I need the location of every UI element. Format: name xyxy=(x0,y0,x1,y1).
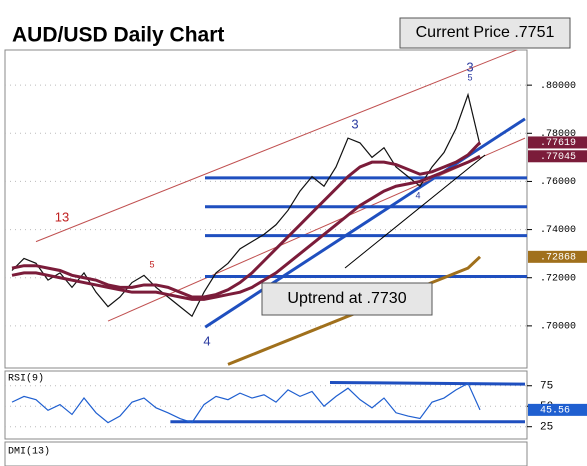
price-box xyxy=(399,17,571,49)
y-tick-label: 25 xyxy=(540,422,553,434)
value-label: .72868 xyxy=(540,252,576,263)
arrow xyxy=(344,154,486,269)
value-label-box xyxy=(528,150,587,163)
y-tick-label: 75 xyxy=(540,381,553,393)
wave-label: 3 xyxy=(351,116,358,131)
wave-label: 13 xyxy=(55,209,69,224)
value-label: 45.56 xyxy=(540,406,570,417)
y-tick-label: .80000 xyxy=(540,81,576,92)
rsi-panel xyxy=(4,370,528,440)
dmi-title: DMI(13) xyxy=(8,446,50,458)
rsi-title: RSI(9) xyxy=(8,373,44,385)
y-tick-label: .76000 xyxy=(540,177,576,188)
y-tick-label: .70000 xyxy=(540,322,576,333)
series-line xyxy=(11,382,481,424)
chart-title: AUD/USD Daily Chart xyxy=(12,24,224,47)
current-price: Current Price .7751 xyxy=(416,24,555,41)
trendline xyxy=(35,50,518,243)
wave-label: 3 xyxy=(466,59,473,74)
value-label-box xyxy=(528,403,587,416)
value-label-box xyxy=(528,136,587,149)
value-label: .77045 xyxy=(540,152,576,163)
price-panel xyxy=(4,49,528,369)
wave-label: 4 xyxy=(203,333,210,348)
y-tick-label: .74000 xyxy=(540,225,576,236)
trend-note: Uptrend at .7730 xyxy=(287,290,406,307)
trendline xyxy=(204,117,526,329)
series-line xyxy=(11,154,481,301)
value-label: .77619 xyxy=(540,138,576,149)
dmi-panel xyxy=(4,441,528,466)
trendline xyxy=(329,380,526,386)
series-line xyxy=(11,141,482,299)
y-tick-label: .72000 xyxy=(540,273,576,284)
wave-label: 5 xyxy=(467,72,472,82)
y-tick-label: .78000 xyxy=(540,129,576,140)
value-label-box xyxy=(528,250,587,263)
wave-label: 5 xyxy=(149,259,154,269)
trend-box xyxy=(261,282,433,316)
wave-label: 4 xyxy=(415,190,420,200)
